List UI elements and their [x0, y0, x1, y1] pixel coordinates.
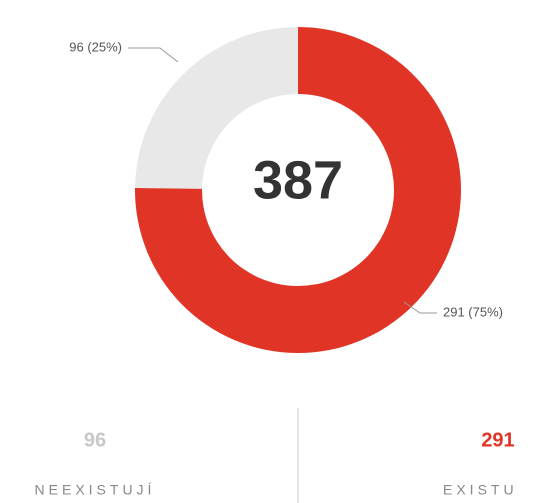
stat-value: 96 [84, 429, 106, 451]
stat-label: EXISTU [443, 482, 518, 498]
leader-line [403, 301, 437, 314]
donut-slice [135, 27, 462, 353]
stat-label: NEEXISTUJÍ [35, 482, 156, 498]
stat-value: 291 [481, 429, 514, 451]
leader-line [128, 47, 179, 63]
value-label: 291 (75%) [443, 304, 503, 319]
value-label: 96 (25%) [69, 39, 122, 54]
total: 387 [253, 150, 343, 210]
donut-slice [135, 27, 298, 189]
